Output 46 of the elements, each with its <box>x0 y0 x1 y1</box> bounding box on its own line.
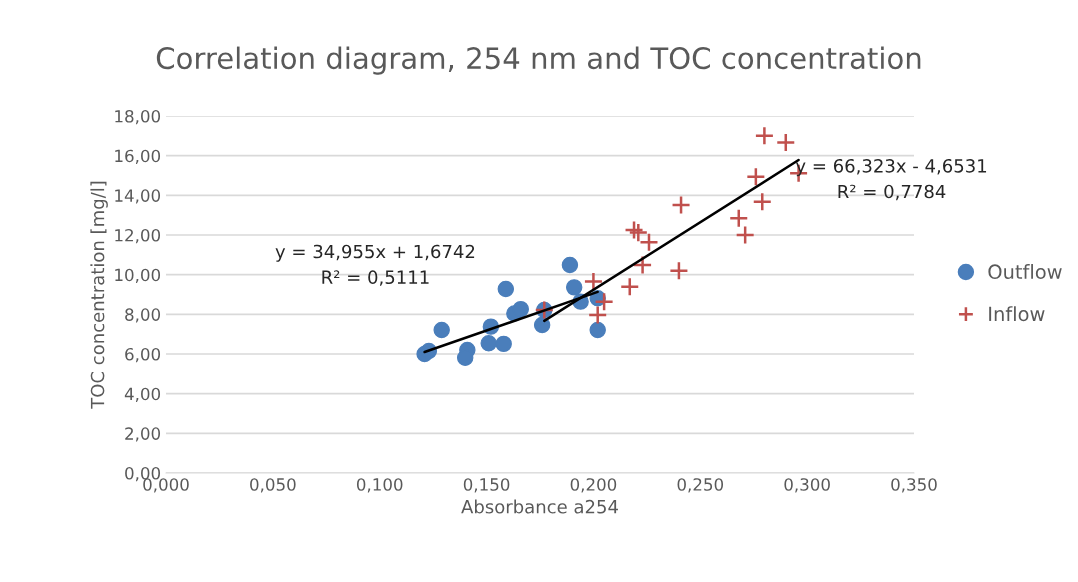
point <box>589 321 606 339</box>
y-tick-label: 14,00 <box>115 189 161 204</box>
y-tick-label: 18,00 <box>115 109 161 125</box>
legend-label: Outflow <box>988 264 1062 280</box>
x-tick-label: 0,100 <box>356 478 403 493</box>
point <box>561 256 579 274</box>
y-axis-title: TOC concentration [mg/l] <box>90 181 108 409</box>
chart-title: Correlation diagram, 254 nm and TOC concentration <box>156 46 921 75</box>
point <box>594 291 614 312</box>
point <box>639 232 659 253</box>
point <box>669 260 689 281</box>
y-tick-label: 2,00 <box>125 427 161 442</box>
y-tick-label: 12,00 <box>115 228 161 244</box>
x-tick-label: 0,300 <box>784 478 830 493</box>
point <box>754 125 775 146</box>
point <box>752 191 773 212</box>
point <box>746 166 766 187</box>
point <box>433 321 450 339</box>
point <box>729 208 749 229</box>
point <box>628 222 649 243</box>
point <box>565 279 583 296</box>
annotation: y = 34,955x + 1,6742 R² = 0,5111 <box>275 244 475 286</box>
y-tick-label: 6,00 <box>125 347 161 363</box>
point <box>480 335 497 352</box>
x-tick-label: 0,150 <box>463 478 510 493</box>
x-tick-label: 0,200 <box>570 478 617 493</box>
x-tick-label: 0,050 <box>250 478 296 493</box>
point <box>776 132 796 153</box>
point <box>533 316 551 334</box>
x-tick-label: 0,250 <box>677 478 724 493</box>
point <box>735 225 755 245</box>
point <box>671 195 691 215</box>
y-tick-label: 10,00 <box>115 268 161 283</box>
point <box>456 349 474 366</box>
point <box>497 280 515 298</box>
x-axis-title: Absorbance a254 <box>461 499 618 514</box>
y-tick-label: 16,00 <box>115 149 161 164</box>
point <box>624 220 644 240</box>
x-tick-label: 0,350 <box>891 478 937 493</box>
y-tick-label: 8,00 <box>125 308 161 323</box>
point <box>587 305 608 325</box>
y-tick-label: 4,00 <box>124 387 161 402</box>
point <box>495 335 512 353</box>
point <box>620 277 640 297</box>
point <box>512 300 529 318</box>
legend-label: Inflow <box>989 306 1045 322</box>
